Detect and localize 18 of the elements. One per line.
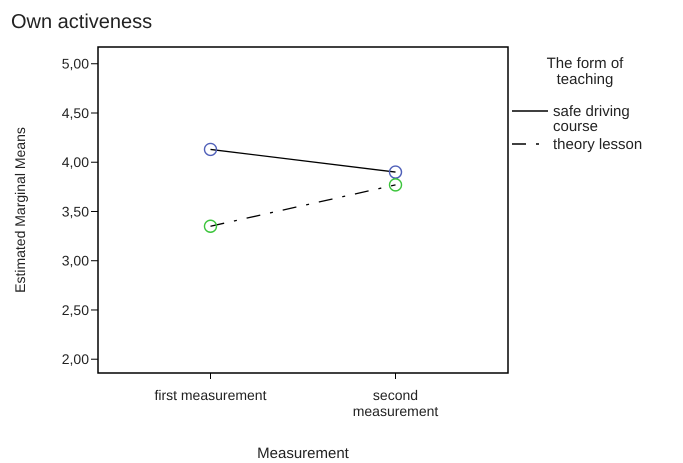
point	[204, 220, 218, 233]
y-tick-label: 4,00	[62, 154, 90, 170]
y-tick-label: 2,00	[62, 351, 90, 368]
x-tick-label: first measurement	[154, 387, 267, 403]
y-tick-label: 2,50	[62, 302, 90, 318]
point	[388, 178, 402, 192]
legend-label: theory lesson	[553, 136, 642, 153]
x-axis-title: Measurement	[257, 445, 350, 462]
x-tick-label: second measurement	[352, 387, 438, 419]
y-axis-title: Estimated Marginal Means	[12, 127, 28, 293]
y-tick-label: 5,00	[62, 56, 90, 72]
legend-title: The form of teaching	[546, 55, 624, 88]
y-tick-label: 3,00	[62, 252, 90, 269]
y-tick-label: 3,50	[62, 203, 90, 220]
y-tick-label: 4,50	[62, 104, 90, 121]
point	[204, 142, 218, 156]
chart-title: Own activeness	[11, 11, 152, 33]
point	[388, 165, 402, 179]
